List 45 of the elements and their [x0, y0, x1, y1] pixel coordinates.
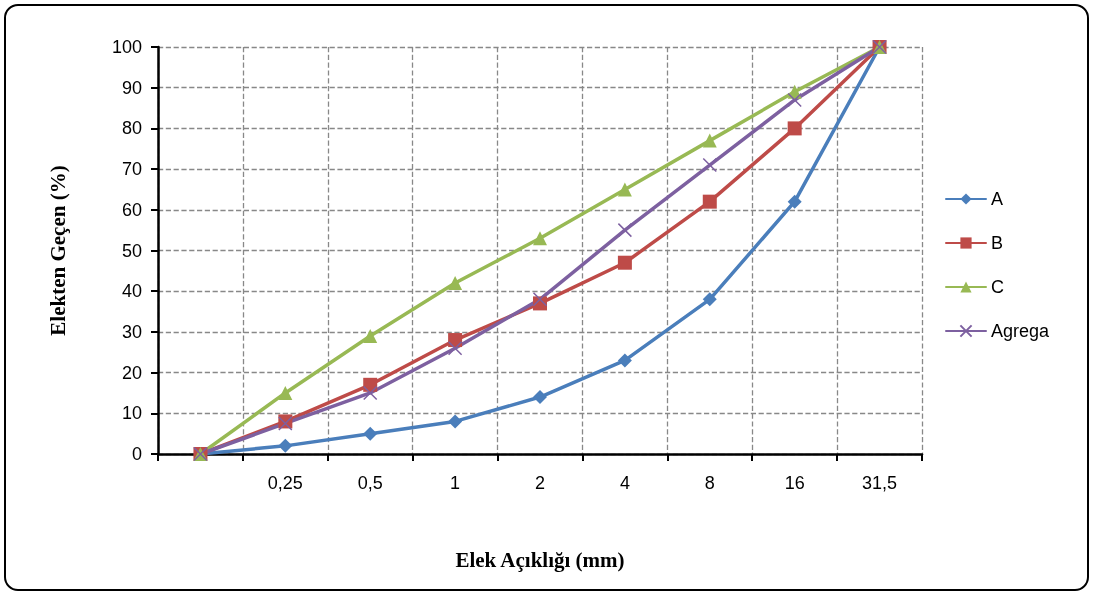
x-tick-label: 2	[534, 473, 546, 493]
x-tick-label: 0,25	[267, 473, 303, 493]
y-tick-label: 10	[121, 403, 142, 424]
y-axis-title: Elekten Geçen (%)	[45, 165, 70, 336]
point	[702, 133, 717, 148]
point	[448, 276, 463, 291]
x-tick-label: 4	[619, 473, 630, 493]
y-tick-label: 90	[121, 77, 142, 98]
point	[787, 92, 802, 108]
legend-label: Agrega	[991, 321, 1051, 341]
point	[617, 255, 632, 270]
point	[447, 340, 463, 356]
point	[533, 231, 547, 246]
point	[362, 385, 378, 401]
legend-label: C	[991, 277, 1004, 297]
x-tick-label: 1	[450, 473, 461, 493]
legend-label: A	[991, 189, 1004, 209]
y-tick-label: 40	[121, 281, 142, 302]
point	[533, 390, 547, 405]
y-tick-label: 80	[121, 118, 142, 139]
point	[363, 328, 378, 343]
y-tick-label: 100	[111, 37, 142, 57]
point	[278, 385, 293, 400]
point	[617, 182, 632, 197]
point	[363, 426, 378, 441]
y-tick-label: 20	[121, 362, 142, 383]
legend-label: B	[991, 233, 1004, 253]
point	[702, 292, 717, 307]
x-tick-label: 31,5	[862, 473, 898, 493]
x-tick-label: 0,5	[357, 473, 383, 493]
point	[448, 414, 463, 429]
point	[532, 292, 548, 307]
point	[278, 438, 293, 453]
point	[617, 353, 632, 368]
y-tick-label: 50	[121, 240, 142, 261]
y-tick-label: 70	[121, 159, 142, 180]
point	[787, 194, 802, 209]
y-tick-label: 30	[121, 321, 142, 342]
y-tick-label: 0	[131, 444, 142, 464]
x-axis-title: Elek Açıklığı (mm)	[455, 547, 625, 572]
x-tick-label: 8	[704, 473, 715, 493]
point	[787, 121, 802, 136]
y-tick-label: 60	[121, 199, 142, 220]
x-tick-label: 16	[784, 473, 805, 493]
point	[702, 194, 717, 209]
